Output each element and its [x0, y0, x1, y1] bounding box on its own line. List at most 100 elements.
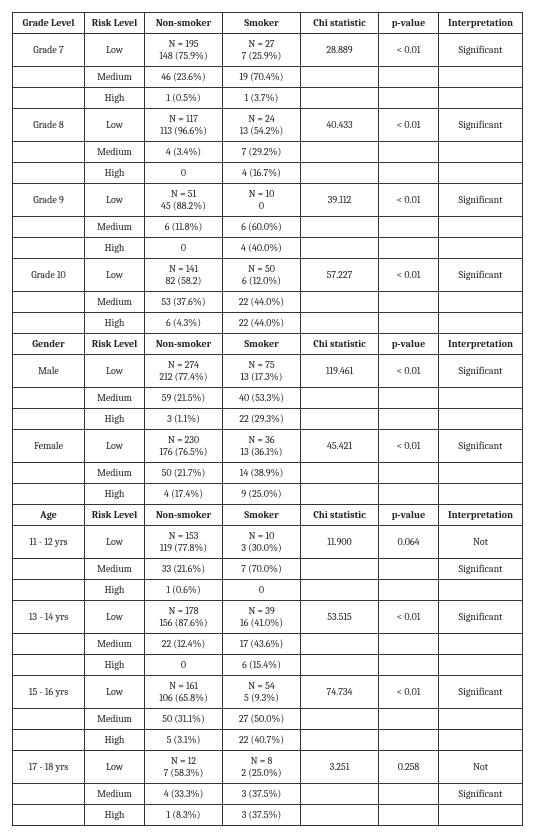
table-row: High3 (1.1%)22 (29.3%)	[13, 409, 523, 430]
risk-high: High	[85, 163, 145, 184]
blank	[13, 238, 85, 259]
table-row: Medium59 (21.5%)40 (53.3%)	[13, 388, 523, 409]
ns-low-val: 82 (58.2)	[149, 275, 218, 287]
blank	[301, 409, 379, 430]
interp: Significant	[439, 676, 523, 709]
chi: 119.461	[301, 355, 379, 388]
col-non_smoker: Non-smoker	[145, 505, 223, 526]
ns-n: N = 178	[149, 605, 218, 617]
ns-n: N = 274	[149, 359, 218, 371]
sm-low-val: 16 (41.0%)	[227, 617, 296, 629]
blank	[379, 313, 439, 334]
ns-high: 0	[145, 163, 223, 184]
blank	[379, 709, 439, 730]
blank	[301, 88, 379, 109]
table-row: Grade 9LowN = 5145 (88.2%)N = 10039.112<…	[13, 184, 523, 217]
blank	[379, 784, 439, 805]
ns-low: N = 161106 (65.8%)	[145, 676, 223, 709]
ns-high: 1 (0.5%)	[145, 88, 223, 109]
ns-low: N = 230176 (76.5%)	[145, 430, 223, 463]
ns-medium: 4 (3.4%)	[145, 142, 223, 163]
blank	[301, 730, 379, 751]
risk-medium: Medium	[85, 559, 145, 580]
sm-low: N = 2413 (54.2%)	[223, 109, 301, 142]
ns-medium: 22 (12.4%)	[145, 634, 223, 655]
blank	[301, 634, 379, 655]
sm-n: N = 54	[227, 680, 296, 692]
risk-high: High	[85, 88, 145, 109]
group-label: Grade 10	[13, 259, 85, 292]
table-row: Medium4 (33.3%)3 (37.5%)Significant	[13, 784, 523, 805]
chi: 57.227	[301, 259, 379, 292]
table-row: 11 - 12 yrsLowN = 153119 (77.8%)N = 103 …	[13, 526, 523, 559]
col-interp: Interpretation	[439, 505, 523, 526]
chi: 45.421	[301, 430, 379, 463]
ns-medium: 53 (37.6%)	[145, 292, 223, 313]
blank	[439, 580, 523, 601]
blank	[13, 709, 85, 730]
ns-high: 1 (0.6%)	[145, 580, 223, 601]
sm-low-val: 6 (12.0%)	[227, 275, 296, 287]
group-label: 11 - 12 yrs	[13, 526, 85, 559]
sm-low: N = 277 (25.9%)	[223, 34, 301, 67]
sm-n: N = 10	[227, 188, 296, 200]
ns-medium: 59 (21.5%)	[145, 388, 223, 409]
sm-low: N = 506 (12.0%)	[223, 259, 301, 292]
ns-low: N = 14182 (58.2)	[145, 259, 223, 292]
blank	[13, 217, 85, 238]
risk-low: Low	[85, 34, 145, 67]
group-label: 15 - 16 yrs	[13, 676, 85, 709]
p: 0.064	[379, 526, 439, 559]
blank	[439, 163, 523, 184]
blank	[439, 388, 523, 409]
ns-high: 5 (3.1%)	[145, 730, 223, 751]
sm-low: N = 103 (30.0%)	[223, 526, 301, 559]
risk-high: High	[85, 730, 145, 751]
ns-low: N = 127 (58.3%)	[145, 751, 223, 784]
risk-high: High	[85, 238, 145, 259]
blank	[13, 463, 85, 484]
ns-high: 3 (1.1%)	[145, 409, 223, 430]
ns-low-val: 45 (88.2%)	[149, 200, 218, 212]
blank	[439, 313, 523, 334]
risk-medium: Medium	[85, 292, 145, 313]
risk-high: High	[85, 805, 145, 826]
interp: Significant	[439, 601, 523, 634]
blank	[301, 805, 379, 826]
risk-medium: Medium	[85, 142, 145, 163]
blank	[379, 88, 439, 109]
ns-n: N = 141	[149, 263, 218, 275]
blank	[379, 238, 439, 259]
ns-high: 4 (17.4%)	[145, 484, 223, 505]
blank	[379, 730, 439, 751]
interp: Significant	[439, 355, 523, 388]
risk-high: High	[85, 409, 145, 430]
sm-low: N = 7513 (17.3%)	[223, 355, 301, 388]
blank	[439, 409, 523, 430]
sm-low: N = 82 (25.0%)	[223, 751, 301, 784]
table-row: Medium6 (11.8%)6 (60.0%)	[13, 217, 523, 238]
blank	[379, 580, 439, 601]
ns-n: N = 12	[149, 755, 218, 767]
risk-low: Low	[85, 184, 145, 217]
blank	[439, 292, 523, 313]
risk-medium: Medium	[85, 709, 145, 730]
blank	[13, 559, 85, 580]
blank	[13, 388, 85, 409]
risk-medium: Medium	[85, 784, 145, 805]
risk-low: Low	[85, 751, 145, 784]
blank	[13, 580, 85, 601]
col-risk: Risk Level	[85, 334, 145, 355]
sm-low: N = 545 (9.3%)	[223, 676, 301, 709]
blank	[301, 784, 379, 805]
col-chi: Chi statistic	[301, 334, 379, 355]
blank	[439, 484, 523, 505]
sm-n: N = 50	[227, 263, 296, 275]
ns-n: N = 51	[149, 188, 218, 200]
ns-low: N = 195148 (75.9%)	[145, 34, 223, 67]
p: < 0.01	[379, 109, 439, 142]
ns-medium: 6 (11.8%)	[145, 217, 223, 238]
sm-low: N = 100	[223, 184, 301, 217]
ns-low-val: 176 (76.5%)	[149, 446, 218, 458]
stats-table: Grade LevelRisk LevelNon-smokerSmokerChi…	[12, 12, 523, 826]
